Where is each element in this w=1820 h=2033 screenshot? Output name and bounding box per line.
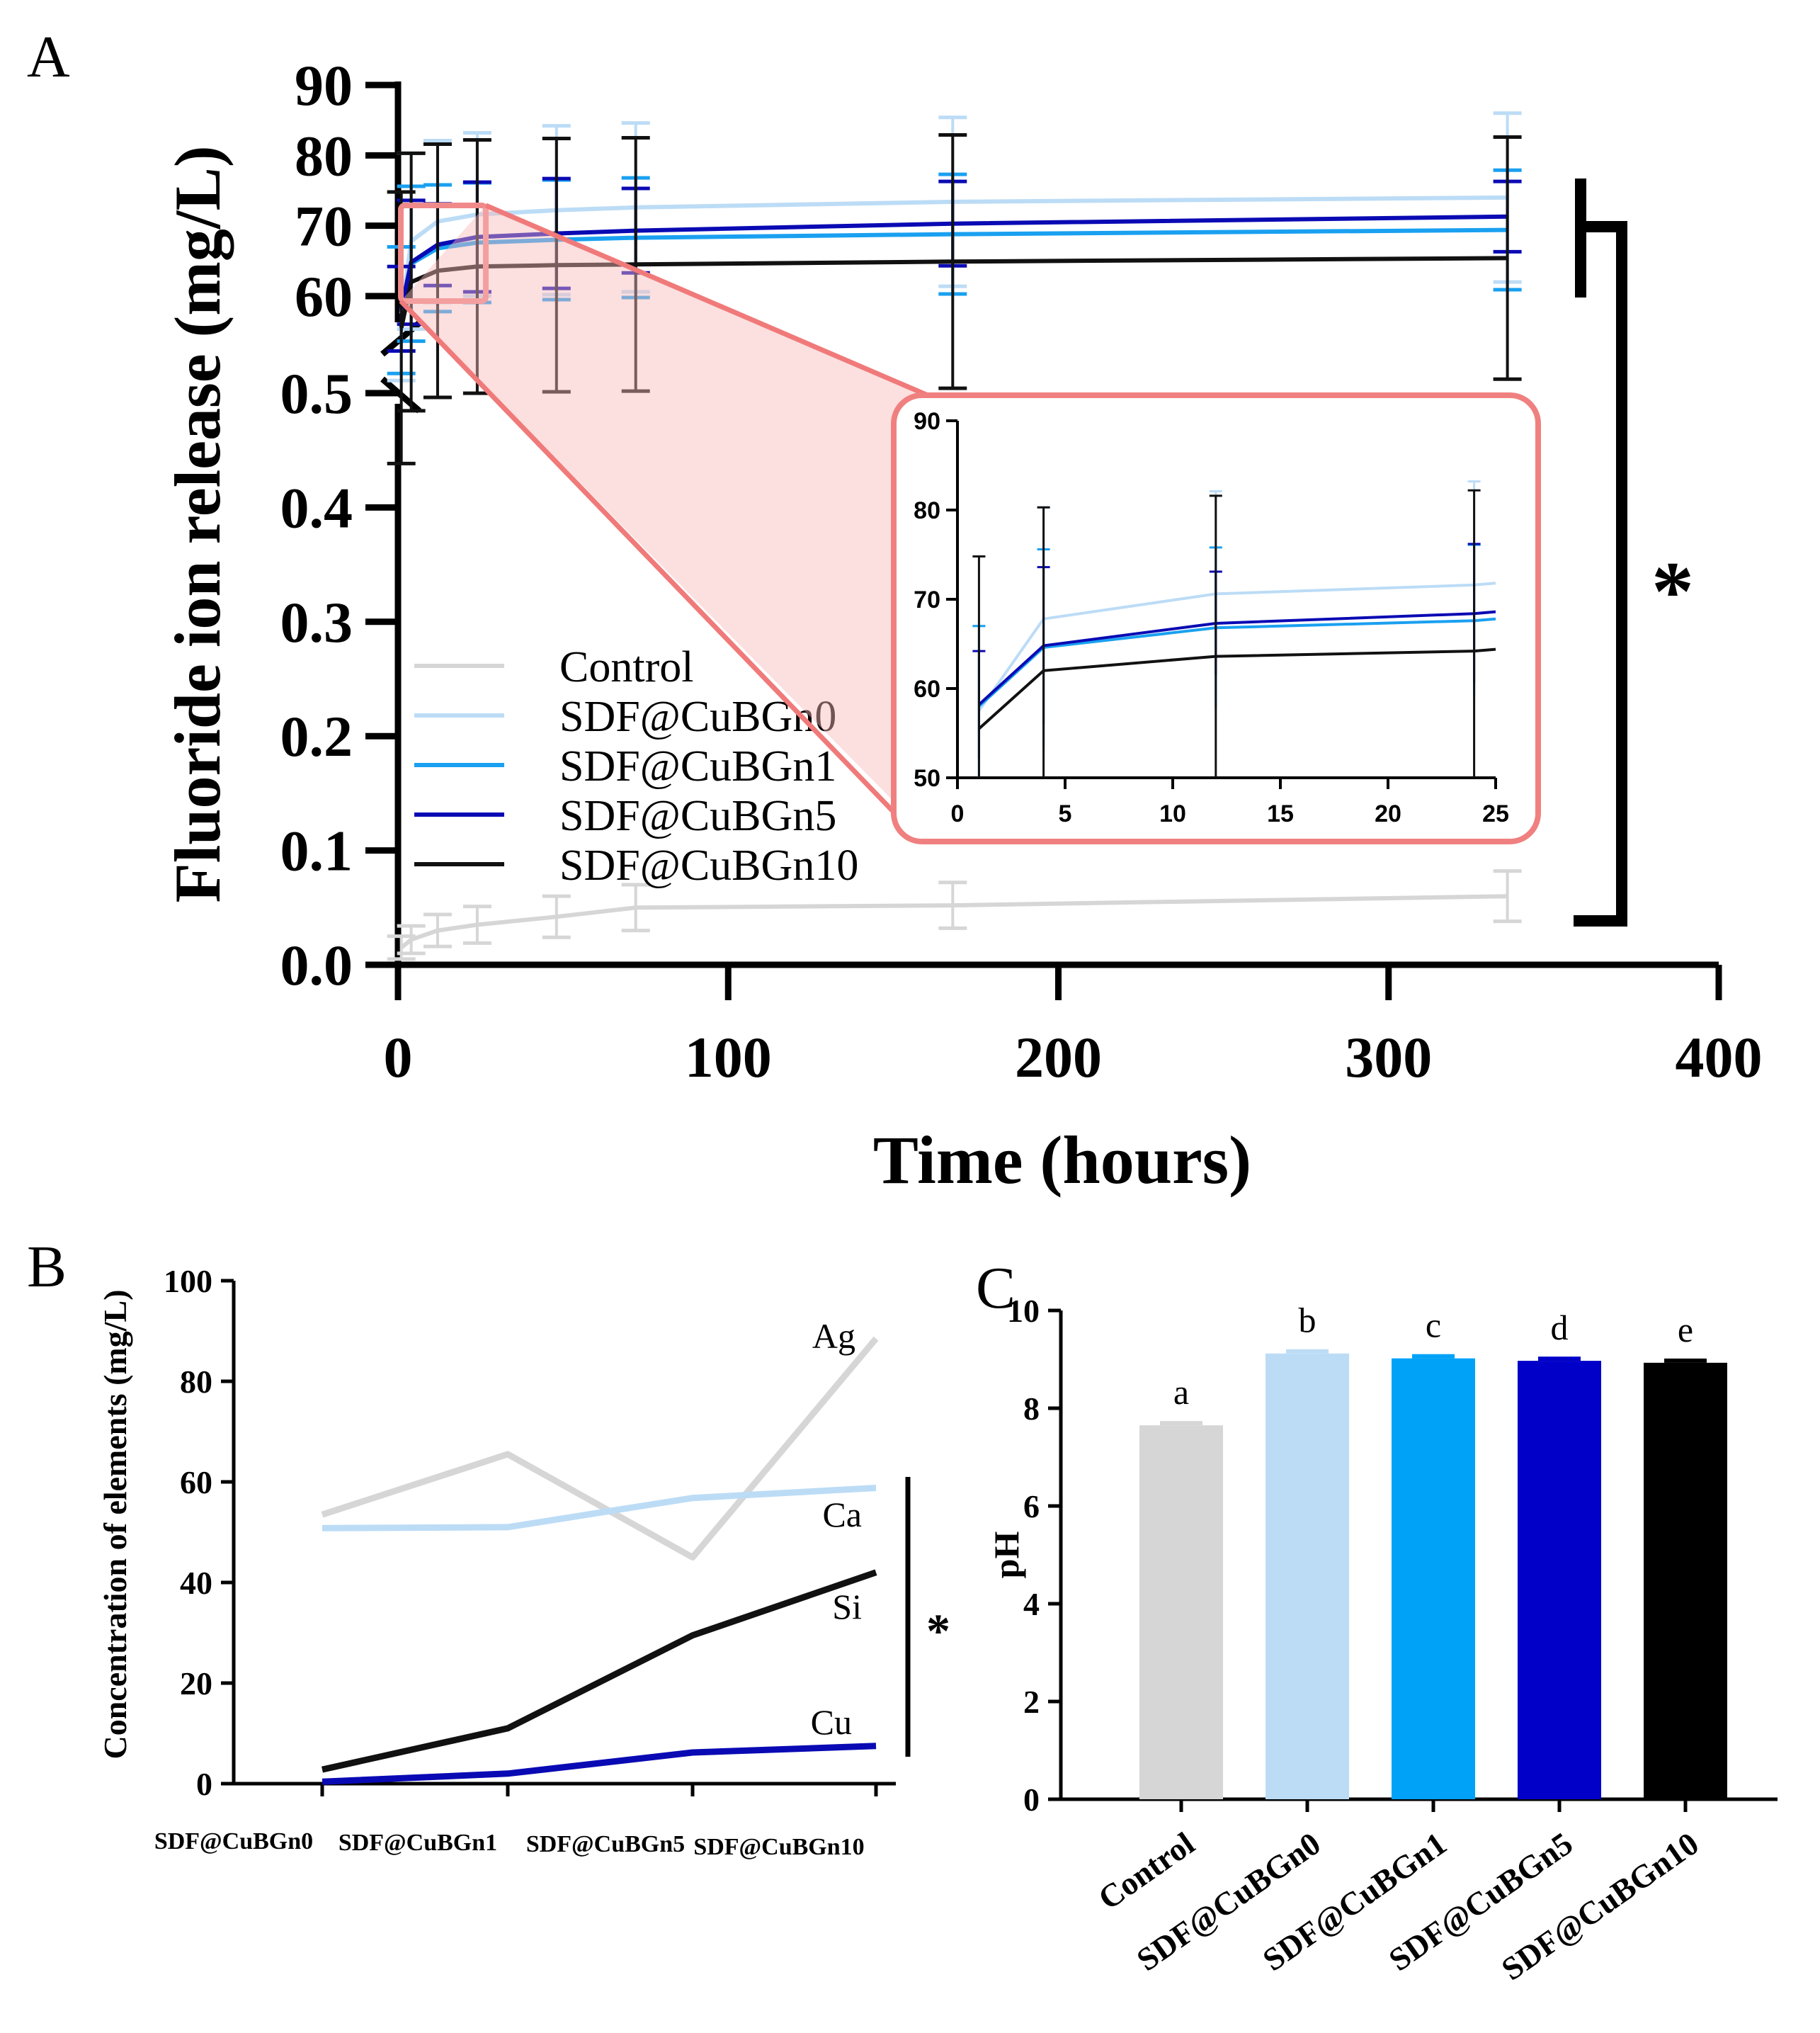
a-y-tick-label: 70 <box>295 194 353 259</box>
c-y-tick-label: 6 <box>1023 1488 1040 1524</box>
c-y-tick-label: 10 <box>1007 1293 1040 1329</box>
series-line-sdf-cubgn0 <box>399 195 1508 315</box>
legend-label-control: Control <box>559 643 693 691</box>
a-y-tick-label: 0.5 <box>280 361 353 426</box>
inset-x-tick-label: 0 <box>951 800 965 827</box>
panel-label-c: C <box>976 1255 1016 1321</box>
a-y-tick-label: 90 <box>295 53 353 118</box>
inset-y-tick-label: 60 <box>914 676 940 703</box>
panel-b-chart: Concentration of elements (mg/L) 0 20 40 60… <box>97 1263 950 1860</box>
a-x-tick-label: 100 <box>685 1025 772 1089</box>
legend-label-sdf-cubgn5: SDF@CuBGn5 <box>559 792 836 840</box>
a-y-tick-label: 0.2 <box>280 704 353 769</box>
a-x-tick-label: 0 <box>384 1025 413 1089</box>
inset-x-tick-label: 5 <box>1059 800 1072 827</box>
b-y-tick-label: 60 <box>180 1464 212 1500</box>
b-x-tick-label: SDF@CuBGn1 <box>339 1830 497 1856</box>
inset-y-tick-label: 80 <box>914 497 940 524</box>
a-significance-star: * <box>1651 544 1694 638</box>
bar-control <box>1139 1425 1223 1799</box>
c-x-tick-label: Control <box>1092 1825 1201 1916</box>
series-line-sdf-cubgn5 <box>399 214 1508 310</box>
panel-a-chart: Fluoride ion release (mg/L) Time (hours)… <box>161 53 1763 1198</box>
series-label-ca: Ca <box>822 1495 862 1534</box>
a-y-tick-label: 0.3 <box>280 590 353 655</box>
a-zoom-highlight <box>398 203 489 304</box>
panel-label-a: A <box>27 24 70 90</box>
inset-x-tick-label: 25 <box>1482 800 1509 827</box>
bar-letter-control: a <box>1173 1372 1189 1412</box>
bar-letter-sdf-cubgn0: b <box>1299 1301 1316 1340</box>
b-x-tick-label: SDF@CuBGn0 <box>154 1828 313 1854</box>
panel-label-b: B <box>27 1234 67 1300</box>
inset-y-tick-label: 90 <box>914 408 940 435</box>
inset-y-tick-label: 70 <box>914 587 940 613</box>
a-x-tick-label: 200 <box>1015 1025 1102 1089</box>
series-label-ag: Ag <box>812 1316 855 1356</box>
c-y-tick-label: 0 <box>1023 1782 1040 1818</box>
legend-label-sdf-cubgn1: SDF@CuBGn1 <box>559 742 836 791</box>
series-label-si: Si <box>832 1587 862 1626</box>
a-y-tick-label: 0.0 <box>280 933 353 997</box>
bar-sdf-cubgn10 <box>1644 1362 1727 1799</box>
b-y-axis-title: Concentration of elements (mg/L) <box>97 1289 133 1759</box>
a-y-axis-title: Fluoride ion release (mg/L) <box>161 146 234 903</box>
series-line-ag <box>321 1336 879 1561</box>
bar-sdf-cubgn0 <box>1266 1353 1349 1799</box>
a-x-tick-label: 300 <box>1345 1025 1432 1089</box>
a-zoom-connector-edge <box>484 203 929 398</box>
c-y-axis-title: pH <box>986 1531 1026 1579</box>
a-y-tick-label: 0.1 <box>280 819 353 883</box>
inset-x-tick-label: 10 <box>1159 800 1186 827</box>
b-y-tick-label: 40 <box>180 1565 212 1601</box>
b-y-tick-label: 0 <box>196 1766 212 1802</box>
a-y-tick-label: 0.4 <box>280 475 353 540</box>
b-x-tick-label: SDF@CuBGn5 <box>526 1831 685 1857</box>
panel-c-chart: pH 0246810ControlSDF@CuBGn0SDF@CuBGn1SDF… <box>986 1293 1778 1987</box>
series-line-ca <box>322 1485 877 1531</box>
bar-sdf-cubgn5 <box>1518 1361 1601 1799</box>
bar-sdf-cubgn1 <box>1392 1358 1475 1799</box>
b-significance-star: * <box>926 1604 950 1658</box>
c-y-tick-label: 4 <box>1023 1586 1040 1622</box>
a-x-tick-label: 400 <box>1676 1025 1763 1089</box>
bar-letter-sdf-cubgn10: e <box>1678 1310 1693 1349</box>
inset-x-tick-label: 15 <box>1267 800 1294 827</box>
a-y-tick-label: 60 <box>295 264 353 329</box>
series-line-sdf-cubgn10 <box>399 256 1508 329</box>
legend-label-sdf-cubgn10: SDF@CuBGn10 <box>559 842 858 890</box>
a-significance-bracket <box>1574 221 1627 927</box>
c-y-tick-label: 2 <box>1023 1684 1040 1720</box>
inset-y-tick-label: 50 <box>914 765 940 792</box>
legend-label-sdf-cubgn0: SDF@CuBGn0 <box>559 693 836 741</box>
series-label-cu: Cu <box>811 1702 852 1742</box>
b-y-tick-label: 20 <box>180 1665 212 1701</box>
b-y-tick-label: 100 <box>164 1263 212 1299</box>
bar-letter-sdf-cubgn5: d <box>1551 1308 1569 1347</box>
b-y-tick-label: 80 <box>180 1364 212 1400</box>
a-zoom-connector <box>401 205 928 836</box>
a-zoom-connector-edge <box>399 299 909 827</box>
inset-x-tick-label: 20 <box>1375 800 1401 827</box>
c-y-tick-label: 8 <box>1023 1391 1040 1427</box>
bar-letter-sdf-cubgn1: c <box>1426 1306 1441 1345</box>
a-y-tick-label: 80 <box>295 123 353 188</box>
a-x-axis-title: Time (hours) <box>873 1122 1251 1198</box>
series-line-cu <box>322 1743 877 1785</box>
b-x-tick-label: SDF@CuBGn10 <box>693 1834 864 1860</box>
series-line-control <box>399 894 1508 950</box>
series-line-si <box>322 1569 877 1773</box>
